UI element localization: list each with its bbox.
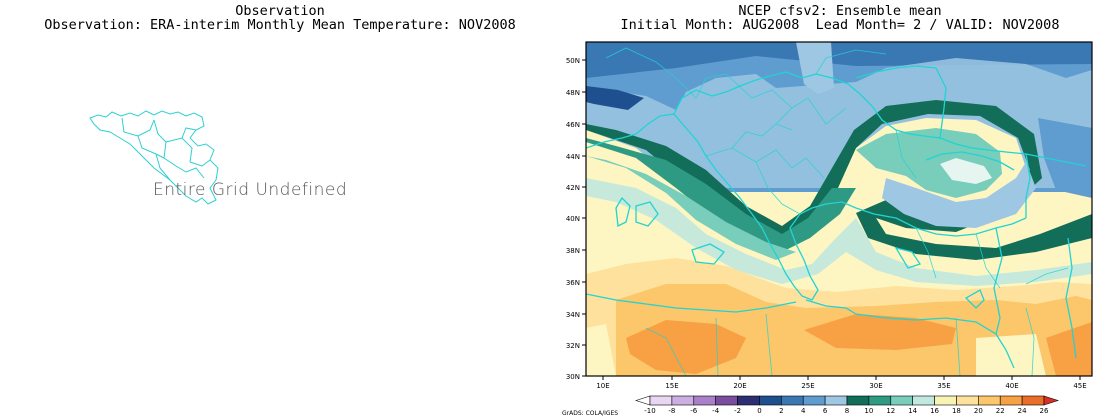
- grads-credit: GrADS: COLA/IGES: [562, 410, 619, 417]
- axis-ticks: [582, 59, 1081, 380]
- colorbar-label: 2: [779, 407, 783, 413]
- lat-label: 30N: [566, 373, 580, 381]
- lon-label: 45E: [1073, 382, 1086, 390]
- colorbar-label: 18: [952, 407, 961, 413]
- left-panel-subtitle: Observation: ERA-interim Monthly Mean Te…: [44, 17, 516, 33]
- colorbar-arrow-low: [635, 395, 651, 406]
- colorbar-swatch: [781, 395, 804, 406]
- colorbar-label: -8: [668, 407, 675, 413]
- lon-label: 20E: [733, 382, 746, 390]
- right-panel-subtitle: Initial Month: AUG2008 Lead Month= 2 / V…: [620, 17, 1060, 33]
- colorbar-label: 16: [930, 407, 939, 413]
- country-borders: [605, 47, 1069, 376]
- colorbar-label: -2: [734, 407, 741, 413]
- colorbar-swatch: [759, 395, 782, 406]
- colorbar: -10 -8 -6 -4 -2 0 2 4 6 8 10 12 14 16 18 20 22 24 26: [635, 395, 1059, 413]
- longitude-labels: 10E 15E 20E 25E 30E 35E 40E 45E: [596, 382, 1086, 390]
- right-panel-title: NCEP cfsv2: Ensemble mean: [738, 3, 942, 19]
- colorbar-label: 10: [864, 407, 873, 413]
- colorbar-label: 14: [908, 407, 917, 413]
- coastlines: [586, 65, 1087, 369]
- lon-label: 25E: [801, 382, 814, 390]
- colorbar-label: -10: [644, 407, 655, 413]
- left-coastline-map: [89, 110, 219, 205]
- left-panel-title: Observation: [235, 3, 325, 19]
- colorbar-swatch: [868, 395, 892, 406]
- lon-label: 30E: [869, 382, 882, 390]
- colorbar-swatch: [846, 395, 870, 406]
- colorbar-swatch: [649, 395, 673, 406]
- grid-undefined-message: Entire Grid Undefined: [153, 180, 348, 200]
- colorbar-swatch: [890, 395, 913, 406]
- map-frame: [585, 41, 1093, 377]
- colorbar-label: 12: [886, 407, 895, 413]
- temperature-field: [586, 42, 1092, 376]
- lat-label: 38N: [566, 247, 580, 255]
- colorbar-label: 4: [801, 407, 806, 413]
- colorbar-label: -4: [712, 407, 720, 413]
- lon-label: 15E: [665, 382, 678, 390]
- colorbar-label: 8: [845, 407, 849, 413]
- lon-label: 10E: [596, 382, 609, 390]
- lat-label: 42N: [566, 184, 580, 192]
- colorbar-swatch: [956, 395, 979, 406]
- colorbar-swatch: [715, 395, 738, 406]
- lat-label: 32N: [566, 342, 580, 350]
- colorbar-swatch: [802, 395, 826, 406]
- lon-label: 35E: [937, 382, 950, 390]
- lat-label: 34N: [566, 311, 580, 319]
- colorbar-label: 20: [974, 407, 983, 413]
- colorbar-swatch: [999, 395, 1023, 406]
- lat-label: 40N: [566, 215, 580, 223]
- colorbar-swatch: [978, 395, 1001, 406]
- lat-label: 36N: [566, 279, 580, 287]
- colorbar-label: 6: [823, 407, 828, 413]
- colorbar-label: -6: [690, 407, 698, 413]
- colorbar-swatch: [824, 395, 848, 406]
- forecast-map: 50N 48N 46N 44N 42N 40N 38N 36N 34N 32N …: [566, 41, 1093, 413]
- colorbar-swatch: [693, 395, 716, 406]
- colorbar-label: 24: [1018, 407, 1027, 413]
- colorbar-swatch: [912, 395, 935, 406]
- lat-label: 50N: [566, 57, 580, 65]
- lon-label: 40E: [1005, 382, 1018, 390]
- lat-label: 44N: [566, 153, 580, 161]
- lat-label: 46N: [566, 121, 580, 129]
- colorbar-swatch: [671, 395, 695, 406]
- colorbar-label: 22: [996, 407, 1005, 413]
- colorbar-swatch: [737, 395, 760, 406]
- colorbar-arrow-high: [1043, 395, 1059, 406]
- colorbar-swatch: [1021, 395, 1045, 406]
- colorbar-label: 26: [1040, 407, 1049, 413]
- lat-label: 48N: [566, 89, 580, 97]
- latitude-labels: 50N 48N 46N 44N 42N 40N 38N 36N 34N 32N …: [566, 57, 580, 381]
- colorbar-swatch: [934, 395, 957, 406]
- colorbar-label: 0: [757, 407, 761, 413]
